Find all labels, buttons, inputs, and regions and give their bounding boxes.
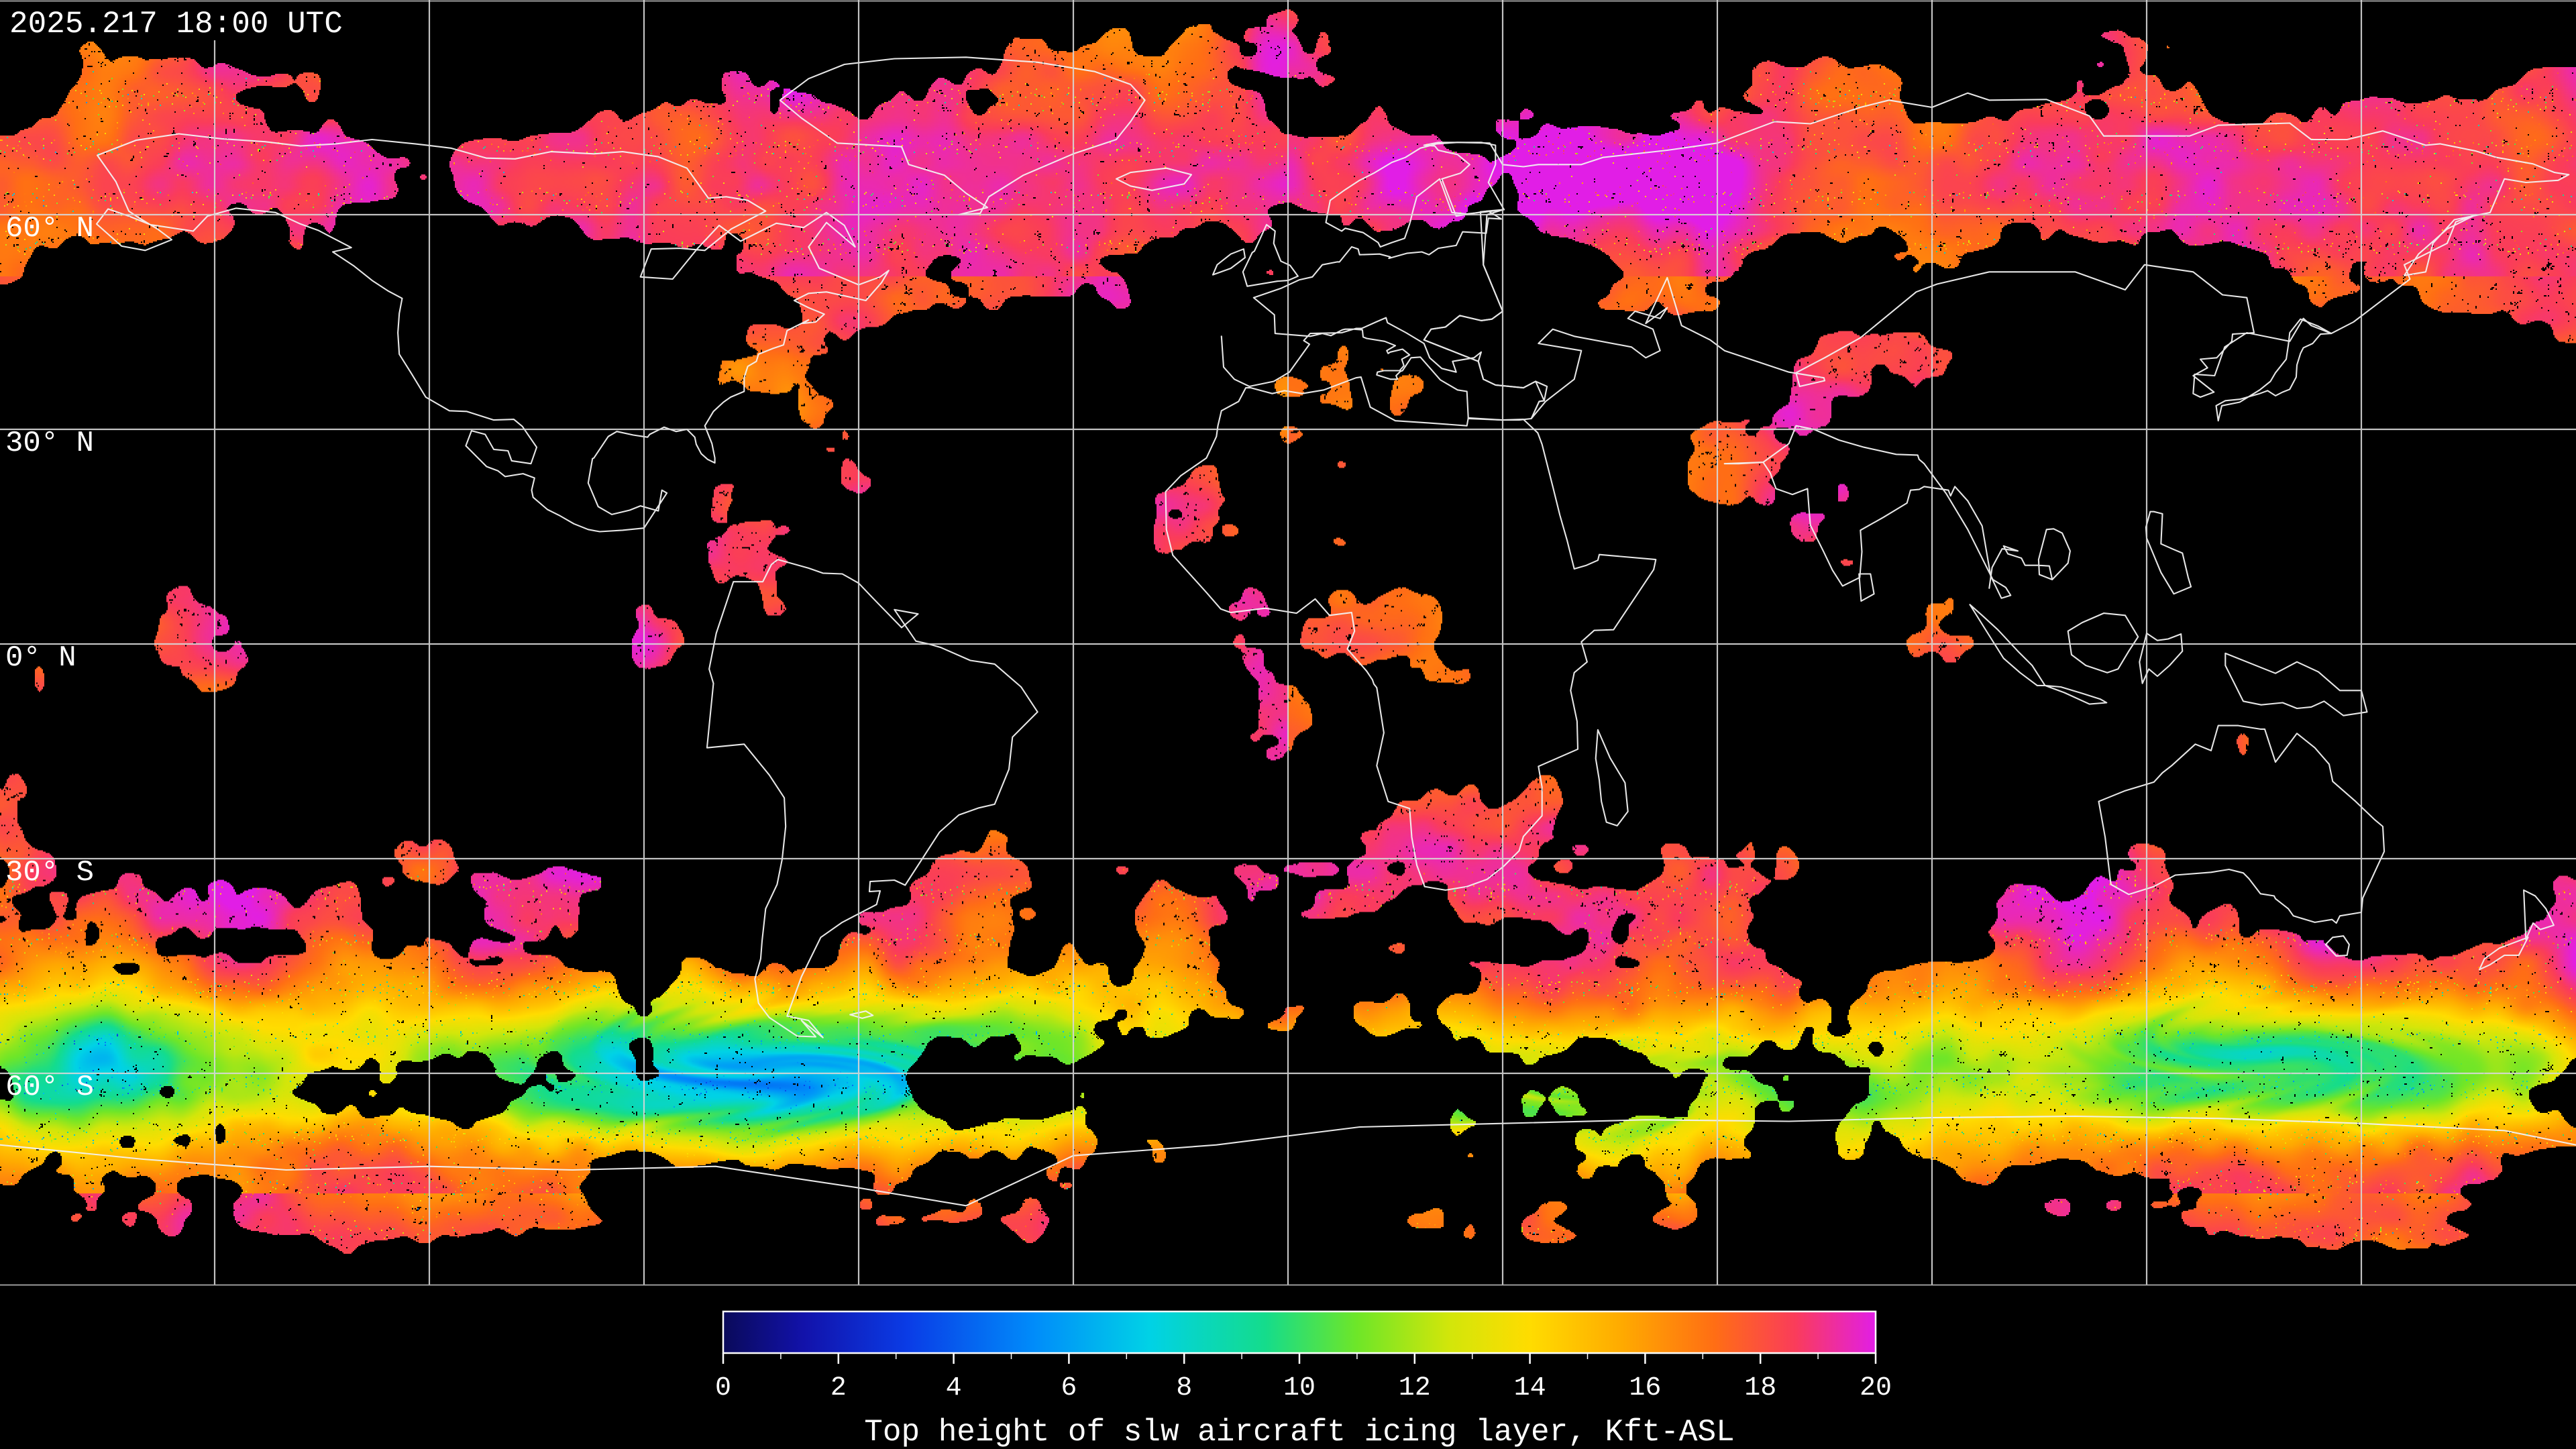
svg-text:2: 2	[830, 1373, 847, 1403]
svg-text:4: 4	[946, 1373, 962, 1403]
svg-text:60° N: 60° N	[5, 212, 94, 246]
svg-text:Top height of slw aircraft ici: Top height of slw aircraft icing layer, …	[864, 1415, 1734, 1449]
svg-text:30° S: 30° S	[5, 856, 94, 890]
svg-text:2025.217 18:00 UTC: 2025.217 18:00 UTC	[9, 7, 343, 42]
svg-text:14: 14	[1514, 1373, 1546, 1403]
svg-text:20: 20	[1860, 1373, 1892, 1403]
svg-text:6: 6	[1061, 1373, 1077, 1403]
svg-text:0° N: 0° N	[5, 641, 76, 675]
svg-text:8: 8	[1176, 1373, 1192, 1403]
svg-text:60° S: 60° S	[5, 1071, 94, 1104]
svg-text:10: 10	[1283, 1373, 1316, 1403]
svg-text:0: 0	[715, 1373, 731, 1403]
svg-text:16: 16	[1629, 1373, 1661, 1403]
svg-text:18: 18	[1744, 1373, 1776, 1403]
svg-text:30° N: 30° N	[5, 427, 94, 460]
svg-text:12: 12	[1399, 1373, 1431, 1403]
